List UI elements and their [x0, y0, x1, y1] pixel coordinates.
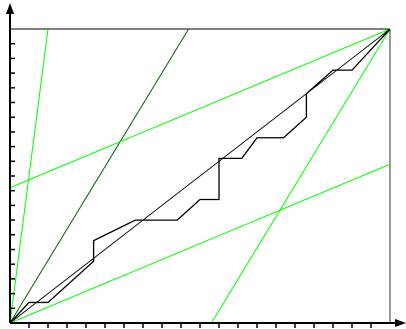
- axes: [6, 3, 406, 328]
- band-line-5: [9, 28, 49, 324]
- band-line-3: [9, 163, 391, 324]
- steep_line-line-1: [9, 28, 190, 324]
- x-axis-arrow: [395, 319, 406, 327]
- diagonal-line-0: [9, 28, 391, 324]
- plot-frame: [10, 28, 391, 323]
- band-line-2: [9, 28, 391, 189]
- series-layer: [9, 28, 391, 324]
- step_curve-line-6: [9, 28, 391, 324]
- y-axis-arrow: [6, 3, 14, 14]
- band-line-4: [210, 28, 391, 324]
